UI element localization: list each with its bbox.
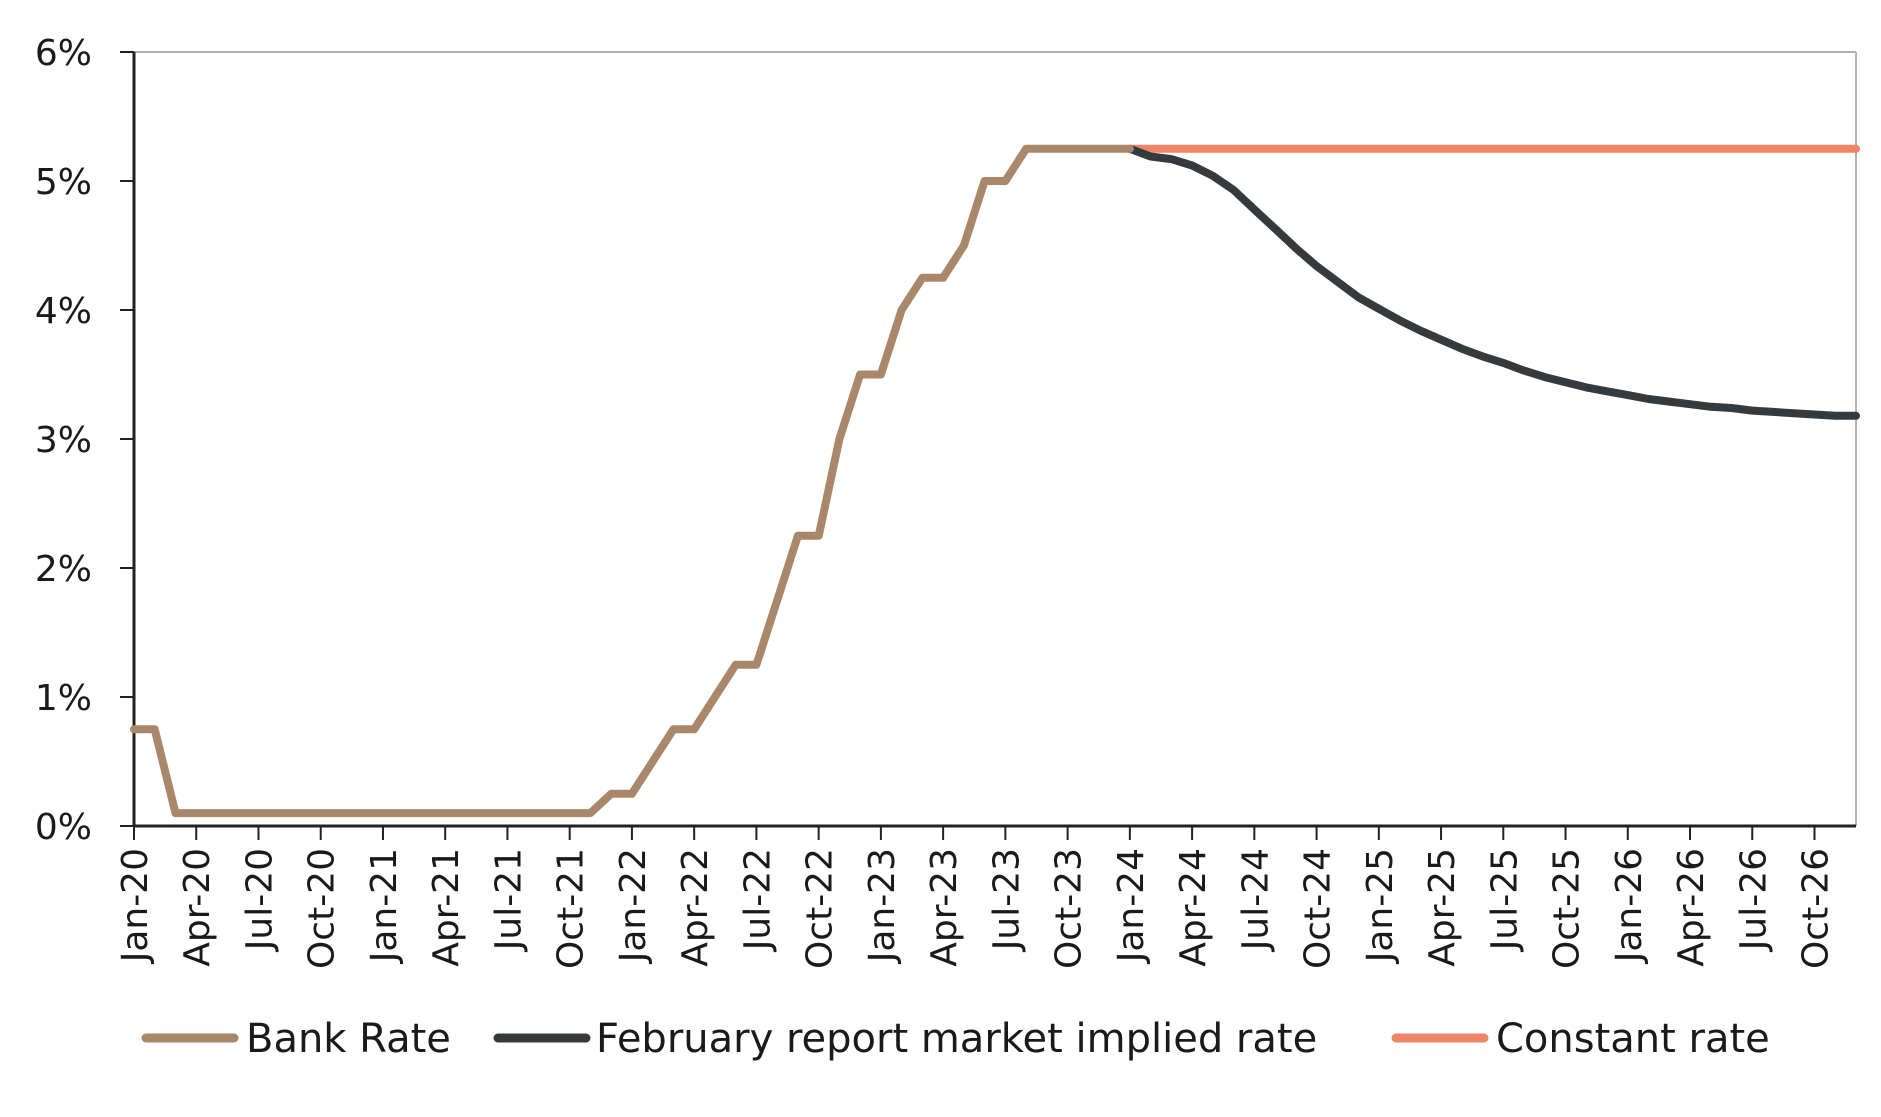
- x-tick-label: Jan-25: [1360, 848, 1401, 964]
- x-tick-label: Apr-26: [1671, 848, 1712, 967]
- x-tick-label: Jan-21: [364, 848, 405, 964]
- x-tick-label: Apr-21: [426, 848, 467, 967]
- y-tick-label: 5%: [35, 162, 92, 203]
- series-line-bank-rate: [130, 144, 1134, 818]
- y-tick-label: 1%: [35, 678, 92, 719]
- legend-item-bank-rate: Bank Rate: [141, 1016, 451, 1062]
- legend: Bank Rate February report market implied …: [141, 1016, 1770, 1062]
- legend-item-february-report-market-implied-rate: February report market implied rate: [493, 1016, 1317, 1062]
- x-tick-label: Jul-21: [488, 848, 529, 952]
- x-tick-label: Jul-26: [1733, 848, 1774, 952]
- x-tick-label: Oct-26: [1796, 848, 1837, 969]
- x-tick-label: Jul-23: [986, 848, 1027, 952]
- x-tick-label: Jan-22: [613, 848, 654, 964]
- x-tick-label: Apr-20: [177, 848, 218, 967]
- legend-label: Bank Rate: [246, 1016, 451, 1062]
- x-tick-label: Jul-25: [1484, 848, 1525, 952]
- legend-label: February report market implied rate: [596, 1016, 1317, 1062]
- x-tick-label: Jan-26: [1609, 848, 1650, 964]
- legend-item-constant-rate: Constant rate: [1391, 1016, 1770, 1062]
- y-tick-label: 6%: [35, 33, 92, 74]
- y-tick-label: 2%: [35, 549, 92, 590]
- series-line-february-report-market-implied-rate: [1125, 144, 1860, 420]
- y-tick-label: 0%: [35, 807, 92, 848]
- x-tick-label: Oct-25: [1547, 848, 1588, 969]
- x-tick-label: Apr-24: [1173, 848, 1214, 967]
- x-tick-label: Oct-24: [1298, 848, 1339, 969]
- x-tick-label: Jul-20: [239, 848, 280, 952]
- x-tick-label: Jan-24: [1111, 848, 1152, 964]
- x-tick-label: Oct-22: [800, 848, 841, 969]
- y-tick-label: 4%: [35, 291, 92, 332]
- plot-frame: [134, 51, 1857, 826]
- y-tick-label: 3%: [35, 420, 92, 461]
- x-tick-label: Jan-23: [862, 848, 903, 964]
- x-tick-label: Oct-20: [302, 848, 343, 969]
- x-tick-label: Apr-22: [675, 848, 716, 967]
- x-tick-label: Oct-23: [1049, 848, 1090, 969]
- x-tick-label: Jan-20: [115, 848, 156, 964]
- x-tick-label: Oct-21: [551, 848, 592, 969]
- series-lines: [130, 144, 1860, 818]
- x-tick-label: Jul-22: [737, 848, 778, 952]
- y-axis: 0% 1% 2% 3% 4% 5% 6%: [35, 33, 136, 848]
- x-tick-label: Apr-25: [1422, 848, 1463, 967]
- x-tick-label: Apr-23: [924, 848, 965, 967]
- x-axis: Jan-20 Apr-20 Jul-20 Oct-20 Jan-21 Apr-21 Jul-…: [115, 824, 1856, 969]
- x-tick-label: Jul-24: [1235, 848, 1276, 952]
- legend-label: Constant rate: [1496, 1016, 1770, 1062]
